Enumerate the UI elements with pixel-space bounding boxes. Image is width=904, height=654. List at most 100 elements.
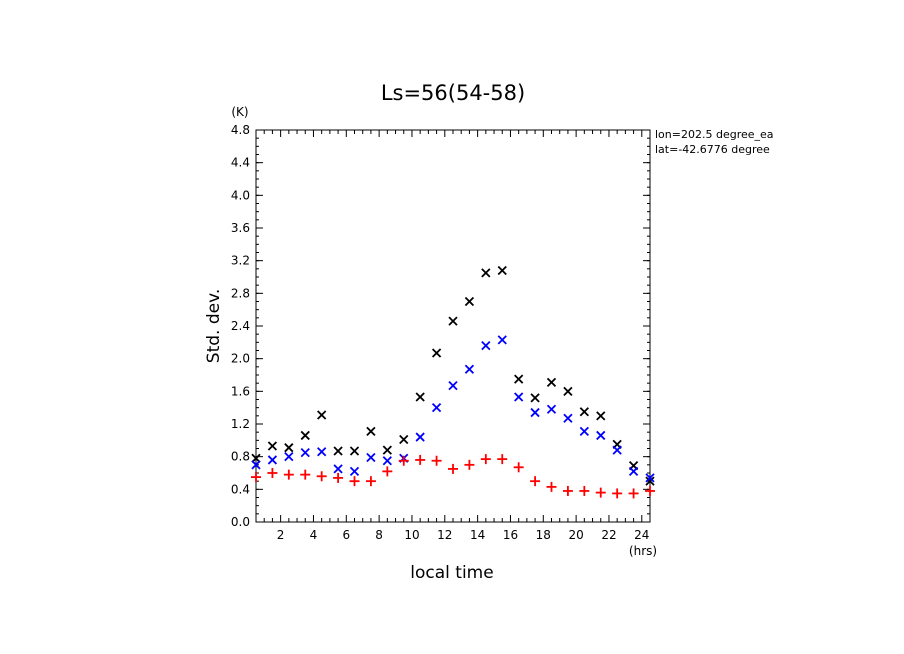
data-point-3 (333, 472, 344, 483)
data-point-3 (448, 463, 458, 474)
data-point-2 (333, 464, 343, 474)
data-point-2 (628, 466, 639, 477)
data-point-3 (612, 488, 623, 499)
data-point-2 (382, 456, 392, 466)
data-point-2 (267, 455, 278, 465)
data-point-1 (530, 393, 540, 403)
data-point-3 (628, 488, 639, 499)
data-point-2 (645, 473, 655, 483)
data-point-3 (645, 485, 655, 496)
data-point-3 (480, 454, 491, 465)
y-tick-label: 0.8 (231, 450, 250, 464)
x-axis-label: local time (410, 563, 493, 583)
data-point-2 (317, 447, 327, 457)
x-tick-label: 10 (404, 528, 419, 542)
data-point-3 (431, 455, 442, 466)
data-point-2 (481, 340, 491, 351)
data-point-2 (349, 466, 360, 477)
data-point-2 (464, 364, 475, 374)
data-point-3 (283, 469, 294, 480)
data-point-1 (431, 348, 442, 358)
data-point-1 (382, 445, 392, 455)
data-point-3 (513, 462, 524, 473)
data-point-3 (464, 459, 475, 470)
data-point-3 (365, 476, 376, 487)
data-point-2 (530, 407, 540, 418)
x-tick-label: 6 (342, 528, 350, 542)
data-point-1 (546, 377, 557, 387)
data-point-2 (563, 413, 573, 423)
data-point-1 (448, 316, 458, 326)
data-point-1 (399, 434, 409, 445)
x-tick-label: 18 (536, 528, 551, 542)
annotation-lat: lat=-42.6776 degree (655, 143, 770, 156)
x-tick-label: 16 (503, 528, 518, 542)
data-point-2 (596, 430, 606, 441)
data-point-2 (415, 432, 425, 442)
annotation-lon: lon=202.5 degree_ea (655, 128, 774, 141)
y-tick-label: 4.4 (231, 156, 250, 170)
data-point-1 (333, 446, 343, 456)
data-point-1 (497, 265, 507, 276)
x-tick-label: 24 (634, 528, 649, 542)
data-point-2 (366, 452, 376, 463)
y-tick-label: 0.4 (231, 482, 250, 496)
y-axis-label: Std. dev. (204, 289, 224, 363)
plot-frame (255, 129, 651, 523)
y-tick-label: 2.4 (231, 319, 250, 333)
data-point-3 (349, 476, 360, 487)
axes: 2 4 6 8 10 12 14 16 18 20 22 240.00.40.81.21.62.02.… (231, 123, 651, 542)
data-point-2 (514, 392, 524, 402)
y-tick-label: 4.0 (231, 188, 250, 202)
data-point-1 (579, 407, 589, 417)
data-point-3 (415, 454, 426, 465)
data-point-2 (579, 426, 589, 436)
data-point-1 (284, 443, 294, 453)
data-point-1 (464, 296, 475, 307)
data-point-1 (415, 392, 425, 402)
data-point-3 (546, 481, 557, 492)
data-point-1 (596, 411, 606, 421)
data-point-3 (497, 454, 508, 465)
data-point-1 (481, 268, 491, 278)
data-point-3 (251, 472, 261, 483)
data-point-2 (251, 460, 261, 470)
data-point-2 (546, 404, 557, 414)
data-point-3 (267, 468, 278, 478)
data-point-1 (349, 446, 360, 456)
data-point-2 (284, 452, 294, 462)
y-tick-label: 1.2 (231, 417, 250, 431)
y-tick-label: 3.6 (231, 221, 250, 235)
data-point-3 (382, 466, 393, 477)
data-point-1 (317, 410, 327, 420)
data-point-3 (595, 487, 606, 498)
x-tick-label: 20 (568, 528, 583, 542)
x-tick-label: 2 (277, 528, 285, 542)
data-point-3 (316, 471, 327, 482)
data-point-1 (563, 386, 573, 396)
data-point-3 (562, 485, 573, 496)
y-tick-label: 4.8 (231, 123, 250, 137)
data-point-2 (431, 403, 442, 413)
data-point-3 (579, 485, 590, 496)
data-point-2 (497, 335, 507, 345)
data-point-3 (300, 469, 311, 480)
y-tick-label: 2.8 (231, 286, 250, 300)
y-tick-label: 3.2 (231, 254, 250, 268)
y-tick-label: 2.0 (231, 352, 250, 366)
y-tick-label: 0.0 (231, 515, 250, 529)
data-point-2 (612, 445, 622, 455)
data-point-2 (300, 447, 310, 458)
data-point-1 (300, 430, 310, 441)
data-point-2 (448, 380, 458, 391)
chart-title: Ls=56(54-58) (381, 81, 525, 105)
data-point-3 (530, 476, 541, 487)
data-point-1 (645, 476, 655, 486)
y-unit-label: (K) (231, 105, 248, 119)
x-tick-label: 4 (310, 528, 318, 542)
data-point-1 (267, 441, 278, 451)
x-tick-label: 14 (470, 528, 485, 542)
data-marks (251, 265, 655, 499)
x-tick-label: 12 (437, 528, 452, 542)
